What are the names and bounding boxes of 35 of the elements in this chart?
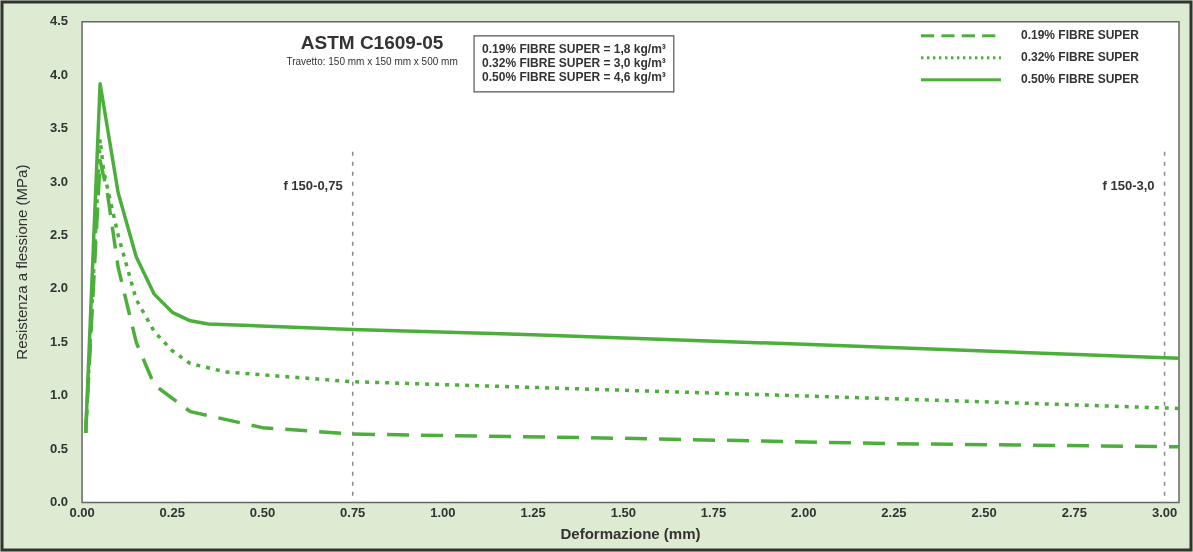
y-axis-title: Resistenza a flessione (MPa) (13, 164, 31, 360)
x-tick-label: 2.00 (791, 504, 817, 520)
x-tick-label: 1.50 (610, 504, 636, 520)
x-tick-label: 3.00 (1151, 504, 1178, 520)
y-tick-label: 1.0 (49, 387, 69, 403)
legend-label: 0.50% FIBRE SUPER (1020, 72, 1140, 87)
legend-label: 0.19% FIBRE SUPER (1020, 28, 1140, 43)
ref-line-label: f 150-0,75 (283, 178, 343, 194)
x-tick-label: 1.75 (700, 504, 727, 520)
x-tick-label: 0.00 (69, 504, 95, 520)
y-tick-label: 4.5 (49, 13, 69, 29)
x-tick-label: 2.75 (1061, 504, 1088, 520)
x-tick-label: 0.50 (249, 504, 276, 520)
annotation: 0.19% FIBRE SUPER = 1,8 kg/m³ (482, 42, 666, 57)
x-axis-title: Deformazione (mm) (560, 525, 701, 543)
y-tick-label: 2.0 (49, 280, 69, 296)
y-tick-label: 4.0 (49, 66, 69, 82)
x-tick-label: 2.50 (971, 504, 997, 520)
y-tick-label: 3.0 (49, 173, 69, 189)
text: Travetto: 150 mm x 150 mm x 500 mm (286, 55, 458, 67)
x-tick-label: 0.25 (159, 504, 185, 520)
y-tick-label: 3.5 (49, 120, 69, 136)
annotation: 0.32% FIBRE SUPER = 3,0 kg/m³ (482, 56, 666, 71)
y-tick-label: 0.5 (49, 440, 69, 456)
text: ASTM C1609-05 (300, 32, 444, 54)
y-tick-label: 2.5 (49, 226, 69, 242)
y-tick-label: 0.0 (49, 493, 69, 509)
x-tick-label: 2.25 (881, 504, 907, 520)
x-tick-label: 1.00 (430, 504, 456, 520)
x-tick-label: 0.75 (340, 504, 366, 520)
ref-line-label: f 150-3,0 (1102, 178, 1155, 194)
y-tick-label: 1.5 (49, 333, 69, 349)
annotation: 0.50% FIBRE SUPER = 4,6 kg/m³ (482, 70, 666, 85)
legend-label: 0.32% FIBRE SUPER (1020, 50, 1140, 65)
x-tick-label: 1.25 (520, 504, 546, 520)
